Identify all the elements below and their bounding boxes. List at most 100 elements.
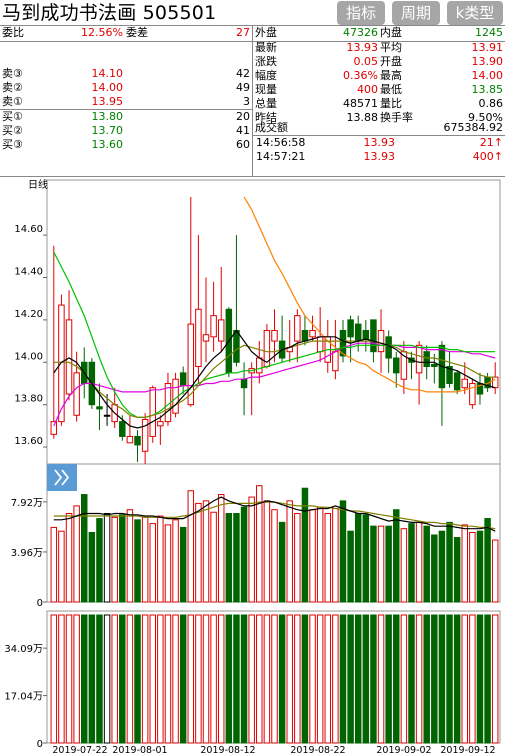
stock-title: 马到成功书法画 505501 — [2, 2, 217, 24]
amount-bar — [134, 614, 141, 744]
volume-bar — [50, 526, 58, 603]
quote-panel: 委比 12.56% 委差 27 卖③ 14.10 42 卖② 14.00 49 … — [0, 26, 505, 176]
amount-bar — [370, 614, 377, 744]
volume-bar — [172, 519, 179, 603]
amount-tick-label: 34.09万 — [4, 644, 43, 655]
sell-2-row: 卖② 14.00 49 — [2, 81, 250, 94]
volume-bar — [347, 530, 354, 603]
volume-bar — [195, 502, 202, 603]
amount-bar — [431, 614, 438, 744]
amount-bar — [103, 614, 111, 744]
volume-bar — [217, 494, 225, 603]
volume-bar — [469, 531, 476, 603]
amount-bar — [172, 614, 179, 744]
volume-bar — [256, 485, 263, 603]
candle-body — [256, 357, 263, 374]
amount-bar — [187, 614, 195, 744]
expand-panel-button[interactable] — [47, 464, 77, 491]
volume-bar — [225, 513, 233, 603]
date-label: 2019-09-02 — [376, 745, 431, 755]
amount-bar — [50, 614, 58, 744]
candle-body — [377, 329, 385, 353]
amount-bar — [354, 614, 362, 744]
volume-tick-label: 0 — [37, 598, 43, 609]
volume-bar — [400, 528, 408, 603]
volume-bar — [294, 513, 301, 603]
candle-body — [50, 421, 58, 435]
amount-bar — [491, 614, 499, 744]
candle-body — [217, 319, 225, 342]
amount-bar — [149, 614, 156, 744]
indicator-button[interactable]: 指标 — [337, 1, 385, 25]
price-tick-label: 14.20 — [14, 309, 43, 320]
candle-body — [96, 406, 103, 410]
kline-type-button[interactable]: k类型 — [447, 1, 503, 25]
period-button[interactable]: 周期 — [392, 1, 440, 25]
volume-bar — [461, 524, 468, 603]
candle-body — [157, 421, 164, 427]
stat-row: 涨跌 0.05 开盘 13.90 — [255, 55, 503, 68]
amount-bar — [461, 614, 468, 744]
ma20-line — [53, 251, 496, 418]
amount-bar — [423, 614, 430, 744]
amount-bar — [476, 614, 484, 744]
amount-bar — [324, 614, 332, 744]
volume-bar — [210, 511, 217, 603]
candle-body — [73, 372, 80, 416]
volume-bar — [157, 515, 164, 603]
candle-body — [446, 366, 453, 384]
date-label: 2019-08-12 — [200, 745, 255, 755]
volume-bar — [73, 505, 80, 603]
volume-bar — [491, 539, 499, 603]
stat-row: 现量 400 最低 13.85 — [255, 83, 503, 96]
date-label: 2019-08-01 — [112, 745, 167, 755]
volume-bar — [248, 496, 255, 603]
date-label: 2019-07-22 — [52, 745, 107, 755]
amount-bar — [294, 614, 301, 744]
candle-body — [301, 329, 309, 342]
candle-body — [103, 414, 111, 417]
volume-bar — [141, 516, 149, 603]
candle-body — [294, 315, 301, 342]
candle-body — [385, 336, 392, 359]
volume-bar — [476, 530, 484, 603]
candle-body — [65, 319, 73, 395]
ma30-line — [53, 342, 496, 427]
amount-bar — [210, 614, 217, 744]
volume-bar — [179, 526, 187, 603]
volume-bar — [438, 530, 446, 603]
price-tick-label: 14.60 — [14, 224, 43, 235]
volume-bar — [233, 513, 240, 603]
price-tick-label: 14.00 — [14, 351, 43, 362]
weibi-row: 委比 12.56% 委差 27 — [2, 26, 250, 39]
buy-2-row: 买② 13.70 41 — [2, 124, 250, 137]
volume-bar — [164, 524, 172, 603]
ma10-line — [53, 340, 496, 418]
volume-tick-label: 3.96万 — [11, 548, 43, 559]
amount-bar — [126, 614, 134, 744]
stat-row: 昨结 13.88 换手率 9.50% — [255, 111, 503, 124]
amount-bar — [179, 614, 187, 744]
volume-bar — [119, 514, 126, 603]
amount-bar — [119, 614, 126, 744]
candle-body — [362, 329, 370, 340]
volume-bar — [332, 507, 339, 603]
amount-bar — [217, 614, 225, 744]
volume-bar — [362, 514, 370, 603]
amount-bar — [65, 614, 73, 744]
candle-body — [461, 378, 468, 389]
amount-bar — [233, 614, 240, 744]
volume-bar — [96, 518, 103, 603]
chart-area[interactable]: 14.60 14.40 14.20 14.00 13.80 13.60 7.92万 3.96万… — [0, 176, 505, 755]
candle-body — [149, 387, 156, 437]
candle-body — [309, 329, 316, 338]
kline-chart[interactable]: 14.60 14.40 14.20 14.00 13.80 13.60 7.92万 3.96万… — [0, 177, 505, 755]
amount-bar — [81, 614, 88, 744]
volume-ma5-line — [53, 496, 496, 532]
candle-body — [233, 329, 240, 363]
volume-bar — [263, 500, 271, 603]
amount-bar — [263, 614, 271, 744]
amount-bar — [141, 614, 149, 744]
volume-bar — [408, 523, 415, 603]
